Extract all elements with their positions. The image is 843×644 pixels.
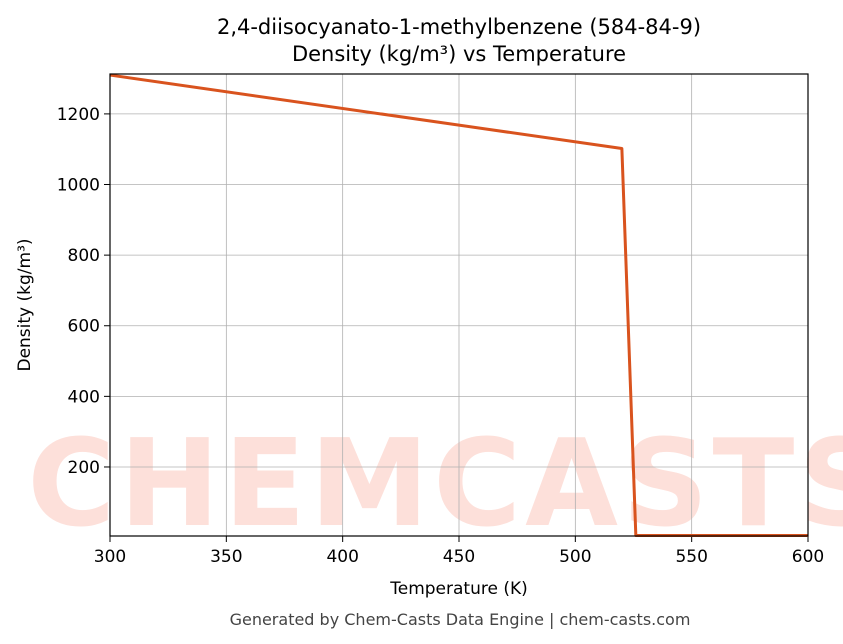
y-tick-label: 400: [68, 387, 100, 407]
y-axis-label: Density (kg/m³): [15, 238, 35, 371]
chart-subtitle: Density (kg/m³) vs Temperature: [292, 42, 626, 66]
y-tick-label: 1200: [57, 105, 100, 125]
x-tick-label: 400: [326, 547, 358, 567]
chart-title: 2,4-diisocyanato-1-methylbenzene (584-84…: [217, 15, 701, 39]
watermark: CHEMCASTS: [27, 415, 843, 554]
x-axis-label: Temperature (K): [389, 579, 528, 599]
y-tick-label: 800: [68, 246, 100, 266]
y-tick-label: 600: [68, 317, 100, 337]
x-tick-label: 550: [675, 547, 707, 567]
x-tick-label: 350: [210, 547, 242, 567]
y-tick-label: 200: [68, 458, 100, 478]
x-tick-label: 300: [94, 547, 126, 567]
plot-frame: [109, 73, 809, 537]
x-tick-label: 500: [559, 547, 591, 567]
y-tick-label: 1000: [57, 176, 100, 196]
x-tick-label: 450: [443, 547, 475, 567]
x-tick-label: 600: [792, 547, 824, 567]
footer: Generated by Chem-Casts Data Engine | ch…: [230, 610, 691, 629]
